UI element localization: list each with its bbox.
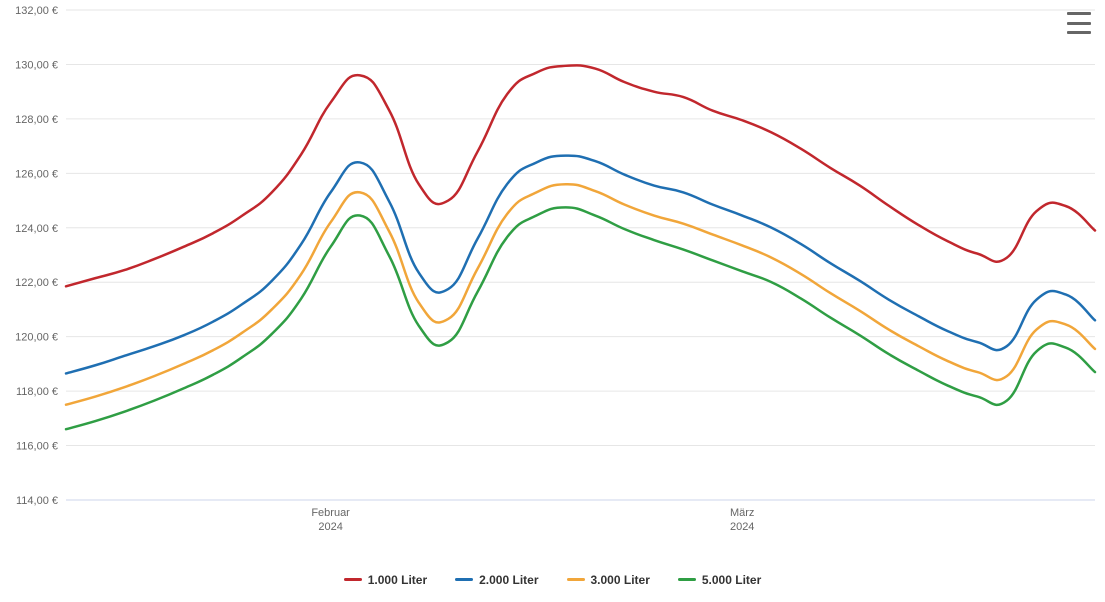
y-tick-label: 132,00 € <box>15 5 58 17</box>
y-tick-label: 120,00 € <box>15 332 58 344</box>
legend: 1.000 Liter 2.000 Liter 3.000 Liter 5.000 L… <box>0 570 1105 587</box>
chart-canvas: 114,00 € 116,00 € 118,00 € 120,00 € 122,00 €… <box>0 0 1105 602</box>
y-tick-label: 118,00 € <box>16 386 58 398</box>
y-tick-label: 130,00 € <box>15 59 58 71</box>
legend-label: 3.000 Liter <box>591 573 650 587</box>
y-tick-label: 128,00 € <box>15 114 58 126</box>
legend-item[interactable]: 5.000 Liter <box>678 573 761 587</box>
x-tick-sublabel: 2024 <box>318 521 342 533</box>
y-tick-label: 116,00 € <box>16 441 58 453</box>
legend-swatch <box>455 578 473 581</box>
y-tick-label: 122,00 € <box>15 277 58 289</box>
price-chart: 114,00 € 116,00 € 118,00 € 120,00 € 122,00 €… <box>0 0 1105 602</box>
legend-swatch <box>678 578 696 581</box>
legend-label: 1.000 Liter <box>368 573 427 587</box>
x-tick-label: März <box>730 507 754 519</box>
series-line[interactable] <box>66 156 1095 374</box>
x-tick-sublabel: 2024 <box>730 521 754 533</box>
legend-swatch <box>567 578 585 581</box>
legend-label: 5.000 Liter <box>702 573 761 587</box>
legend-swatch <box>344 578 362 581</box>
x-tick-label: Februar <box>311 507 350 519</box>
legend-item[interactable]: 2.000 Liter <box>455 573 538 587</box>
hamburger-icon <box>1067 12 1091 15</box>
y-tick-label: 124,00 € <box>15 223 58 235</box>
y-tick-label: 114,00 € <box>16 495 58 507</box>
legend-label: 2.000 Liter <box>479 573 538 587</box>
legend-item[interactable]: 1.000 Liter <box>344 573 427 587</box>
y-tick-label: 126,00 € <box>15 168 58 180</box>
chart-menu-button[interactable] <box>1067 10 1091 36</box>
series-line[interactable] <box>66 65 1095 286</box>
legend-item[interactable]: 3.000 Liter <box>567 573 650 587</box>
